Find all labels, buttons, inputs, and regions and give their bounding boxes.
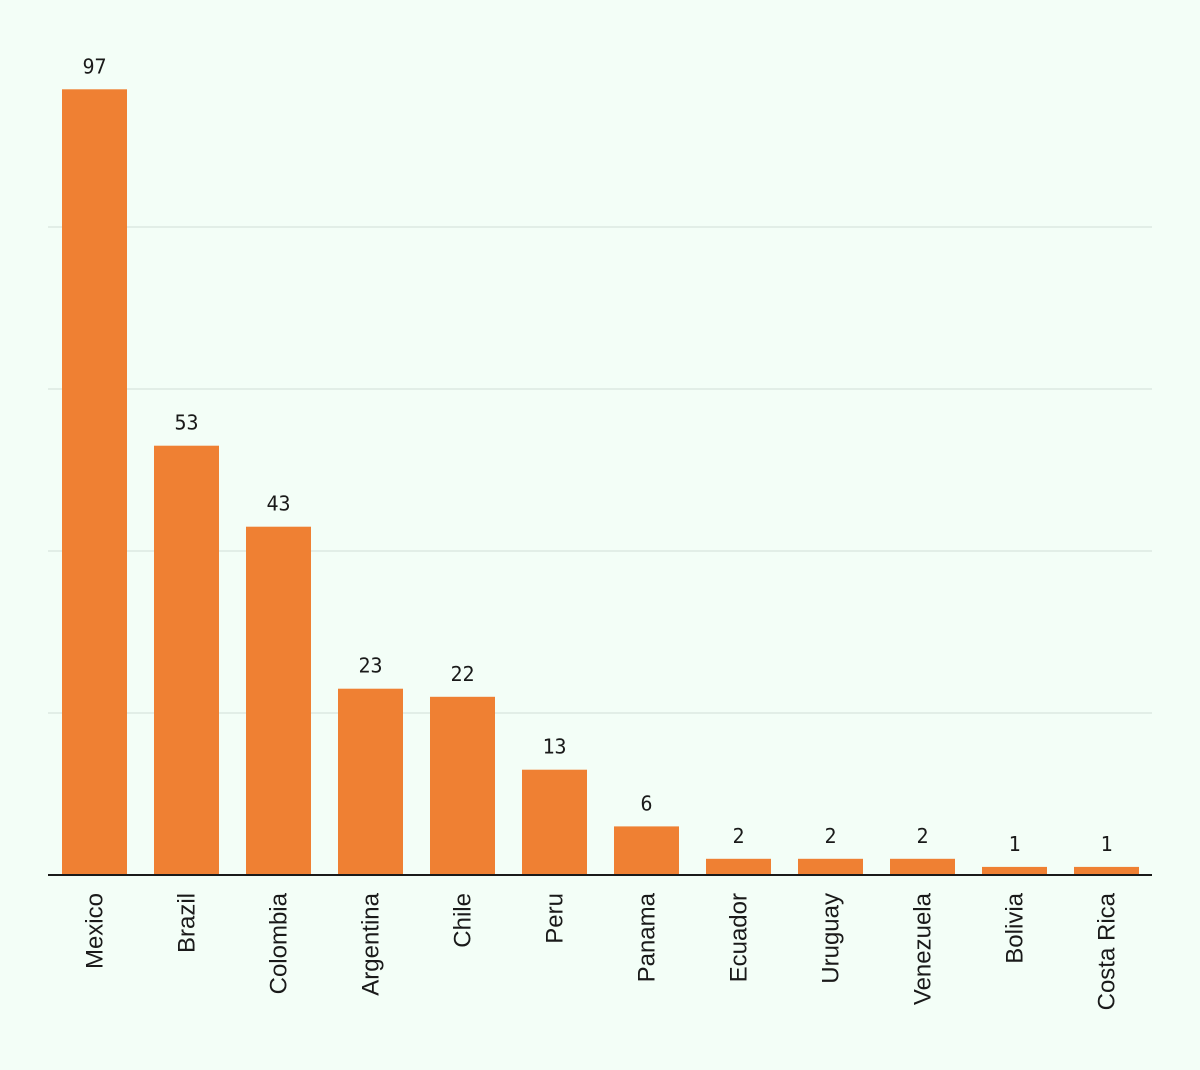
value-label-mexico: 97 [82,54,106,78]
category-label-layer: Mexico Brazil Colombia Argentina Chile Peru Pa… [82,892,1121,1010]
value-label-uruguay: 2 [824,824,836,848]
bar-colombia [246,526,311,875]
category-label-chile: Chile [450,893,477,948]
category-label-uruguay: Uruguay [818,893,845,984]
bar-peru [522,769,587,875]
value-label-peru: 13 [542,735,566,759]
bar-panama [614,826,679,875]
grid-layer [48,226,1152,714]
value-label-panama: 6 [640,791,652,815]
bar-bolivia [982,866,1047,875]
value-label-colombia: 43 [266,492,290,516]
value-label-argentina: 23 [358,654,382,678]
value-label-venezuela: 2 [916,824,928,848]
category-label-venezuela: Venezuela [910,892,937,1005]
category-label-bolivia: Bolivia [1002,892,1029,963]
value-label-costa-rica: 1 [1100,832,1112,856]
category-label-brazil: Brazil [174,893,201,953]
category-label-ecuador: Ecuador [726,893,753,982]
bar-chile [430,696,495,875]
bar-ecuador [706,858,771,875]
category-label-panama: Panama [634,892,661,982]
bar-costa-rica [1074,866,1139,875]
category-label-peru: Peru [542,893,569,944]
value-label-brazil: 53 [174,411,198,435]
category-label-mexico: Mexico [82,893,109,969]
category-label-colombia: Colombia [266,892,293,994]
category-label-costa-rica: Costa Rica [1094,892,1121,1010]
bar-mexico [62,89,127,876]
bar-layer [62,89,1139,876]
bar-uruguay [798,858,863,875]
bar-argentina [338,688,403,875]
bar-brazil [154,445,219,875]
value-label-chile: 22 [450,662,474,686]
bar-venezuela [890,858,955,875]
value-label-bolivia: 1 [1008,832,1020,856]
value-label-ecuador: 2 [732,824,744,848]
category-label-argentina: Argentina [358,892,385,995]
